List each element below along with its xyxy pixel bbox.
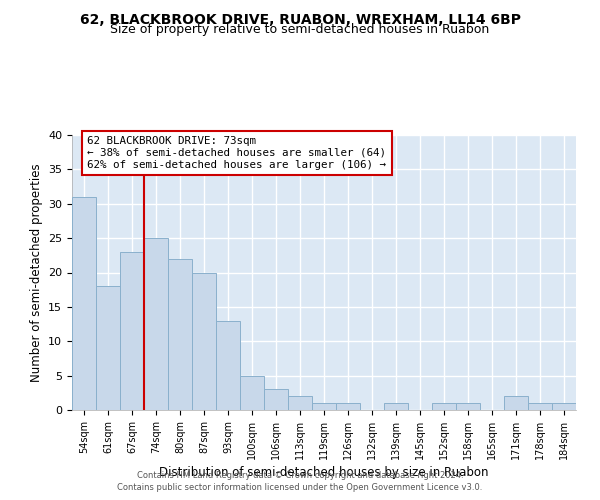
- Bar: [432, 403, 456, 410]
- X-axis label: Distribution of semi-detached houses by size in Ruabon: Distribution of semi-detached houses by …: [159, 466, 489, 479]
- Text: Contains public sector information licensed under the Open Government Licence v3: Contains public sector information licen…: [118, 484, 482, 492]
- Bar: [384, 403, 408, 410]
- Bar: [216, 320, 240, 410]
- Text: Contains HM Land Registry data © Crown copyright and database right 2024.: Contains HM Land Registry data © Crown c…: [137, 471, 463, 480]
- Bar: [528, 403, 552, 410]
- Y-axis label: Number of semi-detached properties: Number of semi-detached properties: [29, 163, 43, 382]
- Text: Size of property relative to semi-detached houses in Ruabon: Size of property relative to semi-detach…: [110, 22, 490, 36]
- Bar: [552, 403, 576, 410]
- Bar: [120, 252, 144, 410]
- Bar: [240, 376, 264, 410]
- Bar: [144, 238, 168, 410]
- Bar: [456, 403, 480, 410]
- Bar: [264, 390, 288, 410]
- Bar: [168, 259, 192, 410]
- Bar: [336, 403, 360, 410]
- Bar: [96, 286, 120, 410]
- Bar: [192, 272, 216, 410]
- Bar: [312, 403, 336, 410]
- Bar: [288, 396, 312, 410]
- Bar: [504, 396, 528, 410]
- Text: 62, BLACKBROOK DRIVE, RUABON, WREXHAM, LL14 6BP: 62, BLACKBROOK DRIVE, RUABON, WREXHAM, L…: [79, 12, 521, 26]
- Bar: [72, 197, 96, 410]
- Text: 62 BLACKBROOK DRIVE: 73sqm
← 38% of semi-detached houses are smaller (64)
62% of: 62 BLACKBROOK DRIVE: 73sqm ← 38% of semi…: [87, 136, 386, 170]
